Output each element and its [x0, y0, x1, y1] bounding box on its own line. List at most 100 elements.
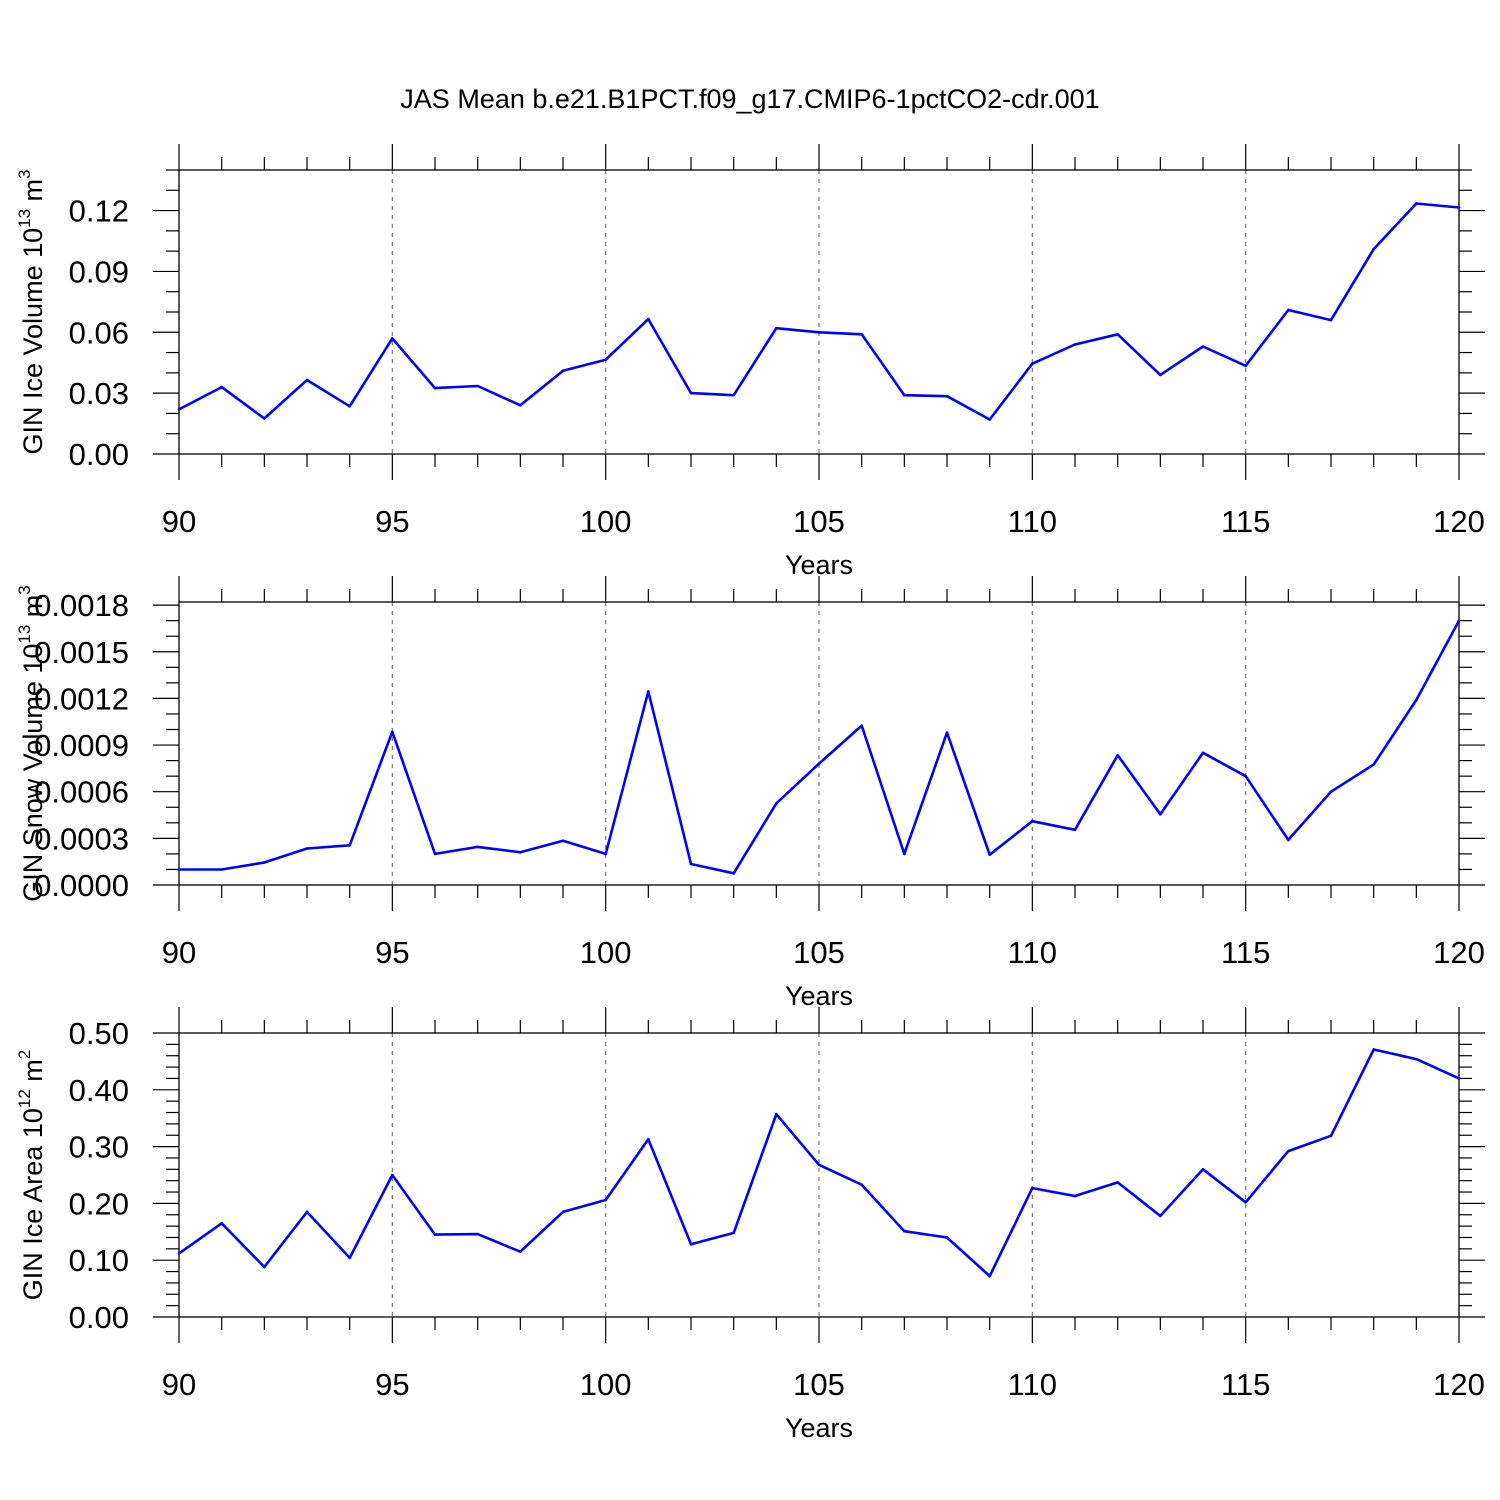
y-tick-label: 0.30 [69, 1130, 129, 1165]
data-point [604, 1198, 607, 1202]
y-tick-label: 0.0009 [34, 728, 129, 763]
data-point [945, 1236, 949, 1239]
data-point [1244, 1200, 1247, 1204]
data-point [1329, 318, 1333, 322]
y-axis-title: GIN Snow Volume 1013 m3 [15, 585, 48, 902]
y-axis-title-superscript: 2 [15, 1050, 34, 1059]
data-point [775, 1112, 778, 1116]
data-point [177, 408, 181, 411]
data-point [220, 868, 223, 871]
data-point [1073, 343, 1077, 346]
data-point [1287, 1149, 1290, 1153]
x-tick-label: 120 [1433, 1367, 1485, 1402]
data-point [1415, 1057, 1418, 1061]
data-point [1116, 333, 1119, 336]
chart-panel-2: 90 95 100 105 110 115 120 0.0000 0.0003 0.0006 0.0… [15, 576, 1485, 1011]
data-point [689, 1242, 693, 1246]
y-tick-label: 0.50 [69, 1016, 129, 1051]
data-point [1201, 345, 1205, 348]
y-tick-label: 0.0018 [34, 588, 129, 623]
data-point [817, 762, 821, 766]
y-axis-title-superscript: 3 [15, 169, 34, 178]
y-tick-label: 0.0015 [34, 635, 129, 670]
data-point [1073, 1194, 1077, 1198]
data-point [391, 337, 394, 340]
data-point [1201, 1168, 1205, 1171]
x-tick-label: 95 [375, 935, 409, 970]
data-point [433, 386, 437, 390]
data-point [263, 861, 266, 864]
y-tick-label: 0.06 [69, 315, 129, 350]
plot-frame [178, 169, 1460, 455]
y-tick-label: 0.09 [69, 254, 129, 289]
data-point [1372, 763, 1375, 766]
x-tick-label: 115 [1221, 504, 1270, 539]
data-point [1329, 1134, 1333, 1138]
y-axis-title: GIN Ice Area 1012 m2 [15, 1050, 48, 1301]
data-point [263, 1265, 266, 1269]
data-point [1415, 202, 1418, 205]
data-point [177, 868, 181, 871]
x-tick-label: 105 [793, 1367, 845, 1402]
data-point [476, 845, 479, 849]
y-axis-title-superscript: 13 [15, 625, 34, 644]
y-tick-label: 0.10 [69, 1243, 129, 1278]
y-tick-label: 0.0000 [34, 868, 129, 903]
data-point [860, 333, 863, 336]
data-point [391, 730, 394, 734]
data-point [1159, 812, 1162, 816]
x-tick-label: 110 [1008, 935, 1057, 970]
data-point [1415, 698, 1418, 702]
y-tick-label: 0.40 [69, 1073, 129, 1108]
data-point [305, 1210, 309, 1214]
data-point [732, 393, 735, 397]
data-point [1372, 1048, 1375, 1051]
data-point [1159, 1214, 1162, 1218]
data-point [1031, 1186, 1034, 1190]
data-point [1287, 308, 1290, 312]
data-point [1031, 362, 1034, 366]
data-point [1457, 619, 1461, 622]
data-point [1159, 373, 1162, 377]
data-point [433, 852, 437, 856]
x-tick-label: 95 [375, 1367, 409, 1402]
data-point [561, 1210, 565, 1214]
data-point [732, 1231, 735, 1235]
y-axis-title-part: GIN Ice Volume 10 [18, 228, 48, 455]
x-tick-label: 90 [162, 935, 196, 970]
data-point [177, 1252, 181, 1255]
data-point [433, 1233, 437, 1236]
data-point [1201, 751, 1205, 755]
data-point [519, 1250, 522, 1253]
data-point [945, 731, 949, 734]
data-point [1329, 790, 1333, 794]
data-point [561, 839, 565, 842]
data-point [817, 1163, 821, 1167]
data-point [348, 844, 351, 847]
data-point [817, 330, 821, 334]
y-axis-title-part: m [18, 595, 48, 625]
chart-panel-1: 90 95 100 105 110 115 120 0.00 0.03 0.06 0.09 0.12 Y… [15, 144, 1485, 580]
y-tick-label: 0.00 [69, 437, 129, 472]
y-axis-title-superscript: 13 [15, 209, 34, 228]
x-axis-title: Years [785, 981, 853, 1011]
x-tick-label: 105 [793, 935, 845, 970]
data-point [1287, 838, 1290, 842]
data-point [604, 358, 607, 361]
x-tick-label: 110 [1008, 504, 1057, 539]
x-tick-label: 90 [162, 1367, 196, 1402]
data-point [1244, 364, 1247, 368]
data-point [263, 417, 266, 420]
y-axis-title-superscript: 12 [15, 1089, 34, 1108]
data-point [348, 1256, 351, 1260]
data-point [775, 802, 778, 805]
y-axis-title-part: m [18, 1059, 48, 1089]
x-tick-label: 120 [1433, 504, 1485, 539]
data-point [391, 1173, 394, 1177]
y-tick-label: 0.0012 [34, 681, 129, 716]
data-point [561, 369, 565, 373]
plot-frame [178, 601, 1460, 886]
data-point [647, 690, 650, 693]
data-point [1372, 247, 1375, 251]
